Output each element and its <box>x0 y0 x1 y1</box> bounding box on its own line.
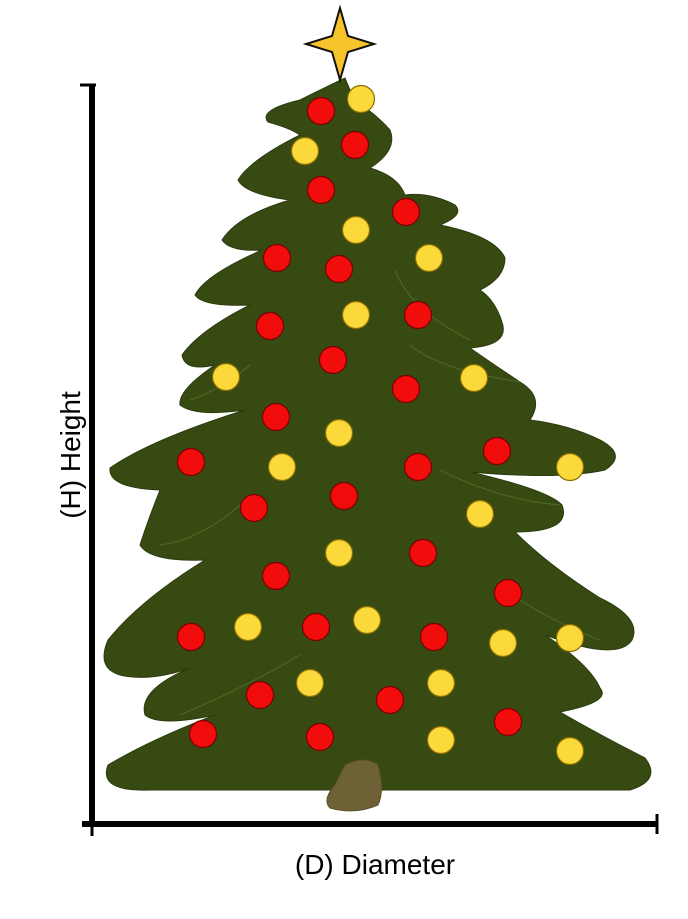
red-ornament <box>403 300 433 330</box>
yellow-ornament <box>267 452 297 482</box>
red-ornament <box>306 96 336 126</box>
red-ornament <box>188 719 218 749</box>
red-ornament <box>262 243 292 273</box>
yellow-ornament <box>290 136 320 166</box>
red-ornament <box>340 130 370 160</box>
yellow-ornament <box>341 300 371 330</box>
star <box>302 4 378 84</box>
yellow-ornament <box>233 612 263 642</box>
red-ornament <box>245 680 275 710</box>
yellow-ornament <box>555 736 585 766</box>
y-axis-label: (H) Height <box>55 391 86 519</box>
yellow-ornament <box>426 668 456 698</box>
red-ornament <box>324 254 354 284</box>
yellow-ornament <box>465 499 495 529</box>
red-ornament <box>301 612 331 642</box>
red-ornament <box>375 685 405 715</box>
yellow-ornament <box>488 628 518 658</box>
red-ornament <box>482 436 512 466</box>
x-axis-label: (D) Diameter <box>295 849 455 880</box>
red-ornament <box>239 493 269 523</box>
red-ornament <box>305 722 335 752</box>
red-ornament <box>493 707 523 737</box>
yellow-ornament <box>555 623 585 653</box>
yellow-ornament <box>346 84 376 114</box>
yellow-ornament <box>555 452 585 482</box>
red-ornament <box>255 311 285 341</box>
yellow-ornament <box>459 363 489 393</box>
red-ornament <box>306 175 336 205</box>
yellow-ornament <box>414 243 444 273</box>
red-ornament <box>318 345 348 375</box>
yellow-ornament <box>426 725 456 755</box>
tree <box>103 77 652 791</box>
yellow-ornament <box>324 538 354 568</box>
red-ornament <box>408 538 438 568</box>
yellow-ornament <box>324 418 354 448</box>
yellow-ornament <box>295 668 325 698</box>
red-ornament <box>493 578 523 608</box>
yellow-ornament <box>341 215 371 245</box>
red-ornament <box>176 622 206 652</box>
yellow-ornament <box>352 605 382 635</box>
ornaments <box>176 84 585 766</box>
red-ornament <box>176 447 206 477</box>
yellow-ornament <box>211 362 241 392</box>
red-ornament <box>261 561 291 591</box>
red-ornament <box>403 452 433 482</box>
red-ornament <box>261 402 291 432</box>
red-ornament <box>391 197 421 227</box>
red-ornament <box>329 481 359 511</box>
red-ornament <box>419 622 449 652</box>
red-ornament <box>391 374 421 404</box>
trunk <box>326 759 382 812</box>
